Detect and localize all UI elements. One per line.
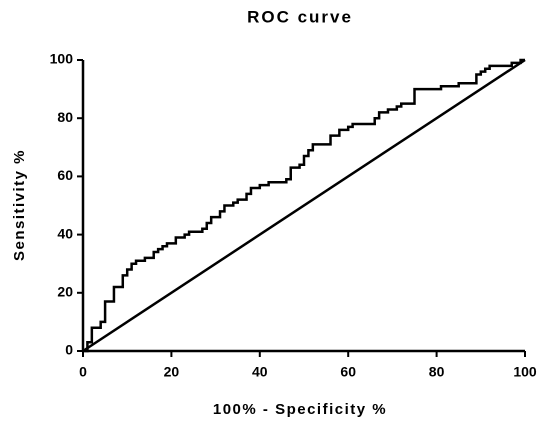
y-tick-label: 20	[57, 284, 73, 300]
x-tick-label: 40	[252, 364, 268, 380]
x-axis-label: 100% - Specificity %	[213, 401, 387, 418]
y-tick-label: 80	[57, 109, 73, 125]
line-series	[82, 58, 526, 353]
y-axis-label: Sensitivity %	[11, 149, 28, 261]
x-tick-label: 0	[79, 364, 87, 380]
x-tick-label: 20	[164, 364, 180, 380]
chart-title: ROC curve	[247, 7, 353, 26]
y-tick-label: 100	[50, 51, 74, 67]
y-tick-label: 40	[57, 225, 73, 241]
line-series	[83, 58, 525, 353]
x-tick-label: 80	[429, 364, 445, 380]
x-tick-label: 60	[340, 364, 356, 380]
x-tick-label: 100	[513, 364, 537, 380]
y-tick-label: 0	[65, 342, 73, 358]
y-tick-label: 60	[57, 167, 73, 183]
